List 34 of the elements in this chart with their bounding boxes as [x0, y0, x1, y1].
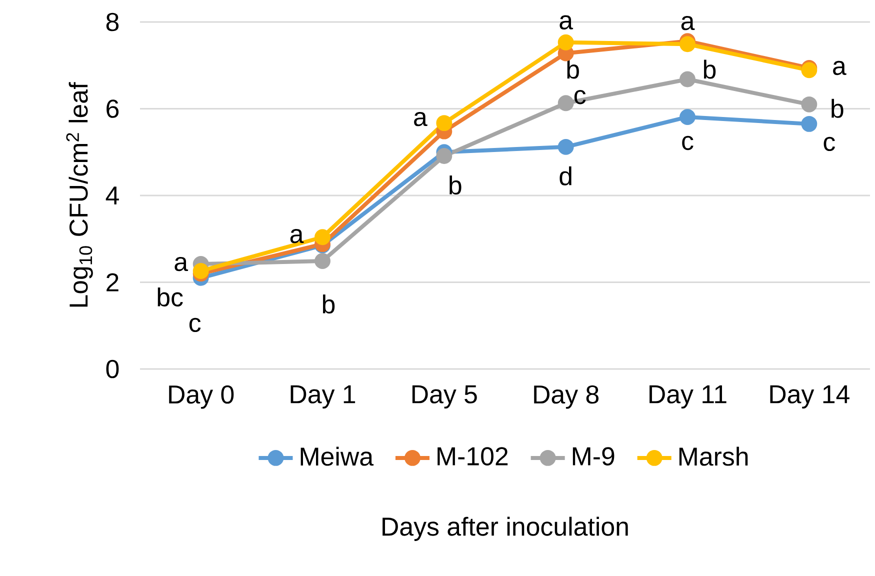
y-tick-label: 2 — [106, 273, 118, 292]
legend-label: Marsh — [679, 446, 748, 466]
y-axis-title: Log$_{10}$ CFU/cm$^{2}$ leaf — [66, 82, 93, 307]
legend-label: M-102 — [438, 447, 508, 466]
legend-label: M-9 — [572, 447, 614, 466]
x-tick-label: Day 11 — [650, 385, 726, 409]
x-tick-label: Day 14 — [770, 385, 850, 409]
annotation: a — [560, 15, 574, 30]
y-tick-label: 8 — [106, 12, 119, 32]
annotation: c — [189, 318, 201, 332]
y-tick-label: 0 — [106, 360, 119, 378]
annotation: a — [833, 60, 846, 76]
y-tick-label: 6 — [106, 100, 119, 118]
annotation: bc — [158, 287, 183, 306]
legend-label: Meiwa — [300, 446, 374, 466]
annotation: a — [681, 16, 695, 30]
x-tick-label: Day 5 — [412, 385, 477, 409]
annotation: a — [414, 112, 428, 126]
annotation: c — [682, 136, 694, 150]
annotation: b — [704, 60, 716, 79]
annotation: a — [174, 256, 188, 272]
annotation: b — [832, 98, 844, 118]
annotation: d — [560, 166, 572, 186]
annotation: c — [574, 90, 586, 104]
annotation: b — [567, 60, 579, 79]
x-tick-label: Day 1 — [290, 385, 356, 409]
x-axis-title: Days after inoculation — [382, 516, 628, 541]
annotation: b — [322, 294, 335, 314]
y-tick-label: 4 — [106, 186, 119, 204]
annotation: b — [450, 176, 462, 195]
x-tick-label: Day 0 — [169, 385, 234, 409]
x-tick-label: Day 8 — [534, 385, 599, 409]
annotation: a — [290, 228, 304, 244]
annotation: c — [824, 136, 835, 152]
